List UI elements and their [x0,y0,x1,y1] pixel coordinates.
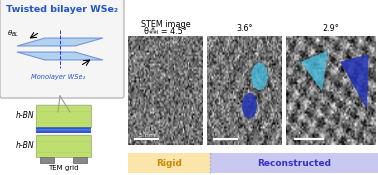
Text: h-BN: h-BN [15,142,34,150]
Bar [210,153,378,173]
Bar [36,131,91,133]
Polygon shape [17,38,103,46]
FancyBboxPatch shape [0,0,124,98]
Bar [36,129,91,131]
Text: STEM image: STEM image [141,20,190,29]
Text: TEM grid: TEM grid [48,165,79,171]
Bar [73,157,87,163]
Text: $\theta_{BL}$: $\theta_{BL}$ [7,29,19,39]
Text: θ⁂ₗ = 4.5°: θ⁂ₗ = 4.5° [144,27,187,36]
Text: Twisted bilayer WSe₂: Twisted bilayer WSe₂ [6,5,118,15]
Text: 5 nm: 5 nm [139,133,155,138]
Text: 3.6°: 3.6° [236,24,253,33]
Ellipse shape [251,63,268,90]
Bar [36,127,91,129]
Text: Monolayer WSe₂: Monolayer WSe₂ [31,74,85,80]
Text: Rigid: Rigid [156,159,182,167]
Bar [128,153,210,173]
Bar [36,135,91,157]
Bar [36,105,91,127]
Text: Reconstructed: Reconstructed [257,159,331,167]
Text: h-BN: h-BN [15,111,34,121]
Ellipse shape [242,93,257,118]
Polygon shape [301,51,328,91]
Polygon shape [17,52,103,60]
Bar [40,157,54,163]
Polygon shape [340,54,369,109]
Text: 2.9°: 2.9° [323,24,339,33]
